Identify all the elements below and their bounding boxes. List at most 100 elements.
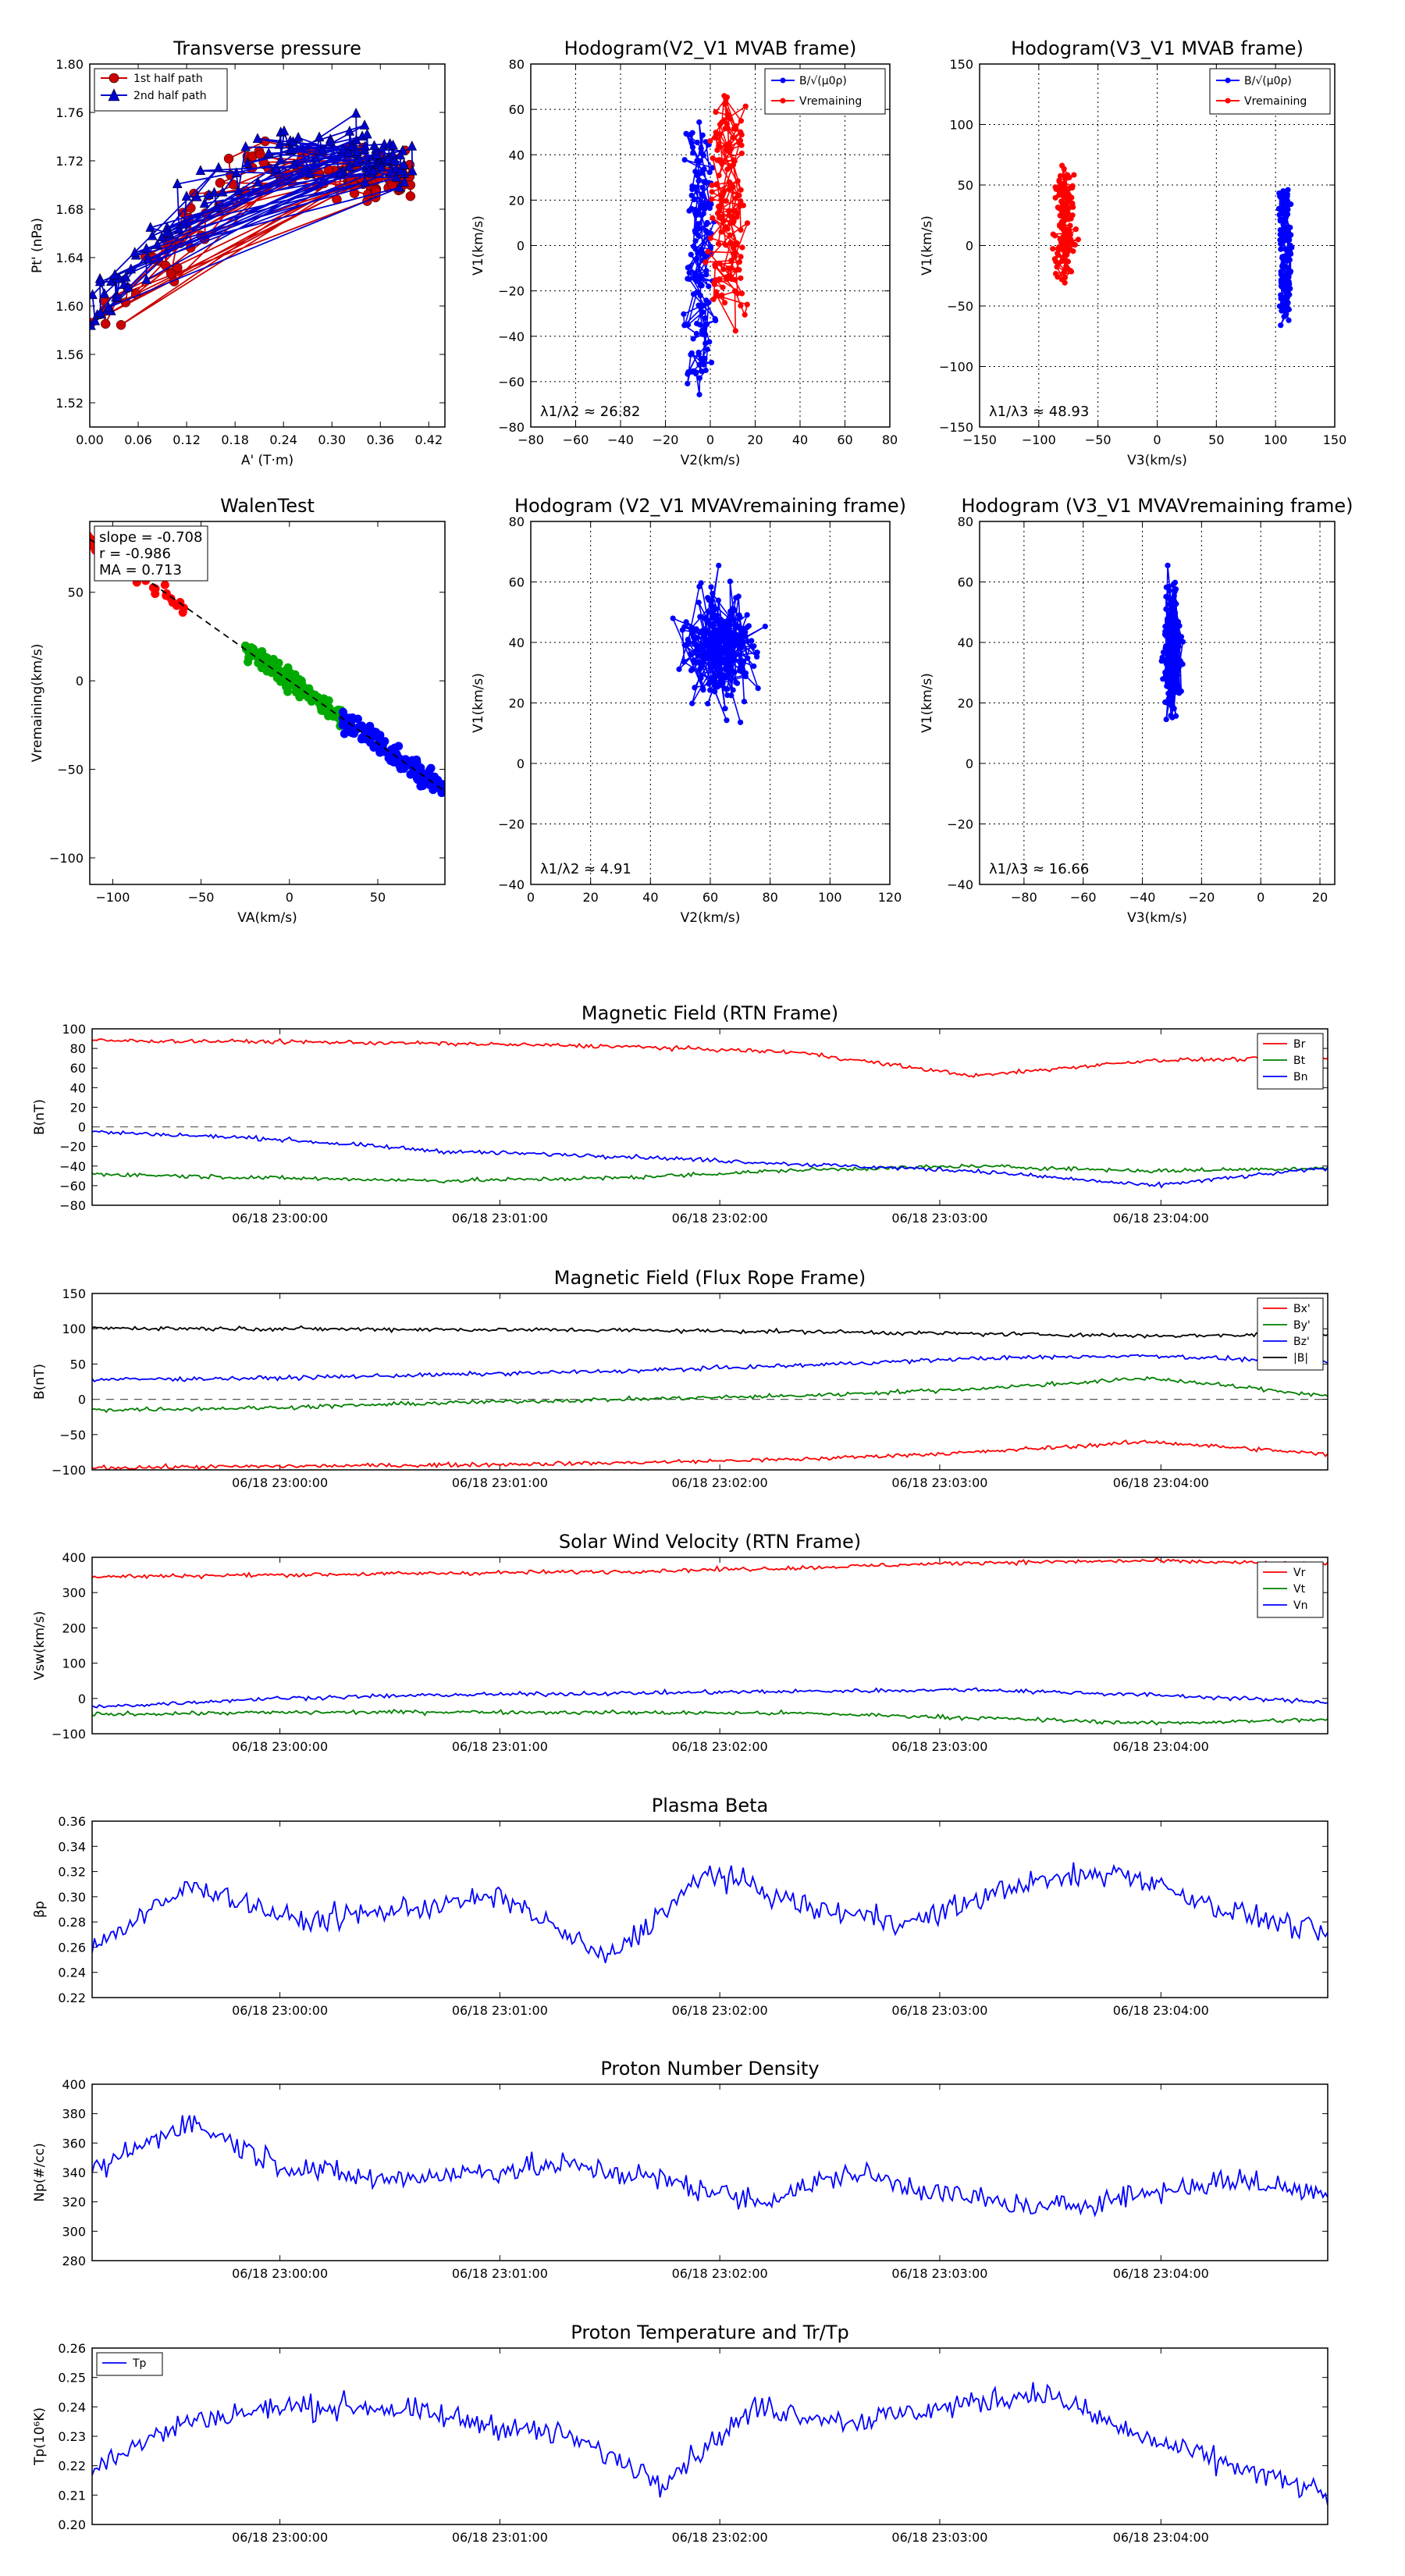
data-point [1063, 202, 1069, 209]
data-point [745, 655, 751, 661]
data-point [706, 597, 712, 603]
data-point [90, 532, 93, 539]
data-point [727, 240, 734, 246]
legend-label: Bt [1293, 1055, 1306, 1067]
data-point [735, 623, 741, 629]
chart-title: Solar Wind Velocity (RTN Frame) [559, 1531, 861, 1553]
data-point [1060, 233, 1066, 240]
x-axis-label: V3(km/s) [1127, 910, 1187, 926]
data-point [1165, 684, 1172, 690]
data-point [698, 674, 704, 681]
data-point [1052, 194, 1058, 201]
data-point [350, 107, 361, 118]
y-tick-label: 0.22 [58, 2459, 86, 2474]
data-point [736, 140, 742, 146]
data-point [145, 222, 156, 232]
data-point [1162, 623, 1168, 630]
data-point [695, 221, 701, 227]
data-point [742, 311, 748, 318]
y-axis-label: Pt' (nPa) [30, 218, 45, 273]
data-point [274, 658, 283, 667]
data-point [726, 617, 732, 624]
x-tick-label: −100 [1022, 432, 1056, 447]
series-line-B [92, 1325, 1328, 1339]
data-point [724, 717, 730, 724]
x-tick-label: 06/18 23:02:00 [672, 1475, 768, 1490]
data-point [702, 315, 709, 322]
data-point [1174, 657, 1180, 664]
data-point [335, 167, 346, 178]
data-point [718, 196, 724, 203]
data-point [713, 181, 720, 187]
data-point [740, 202, 746, 208]
x-axis-label: V2(km/s) [681, 910, 741, 926]
x-tick-label: 06/18 23:04:00 [1113, 1211, 1209, 1226]
data-point [727, 652, 733, 658]
legend: Tp [96, 2352, 163, 2376]
data-point [710, 215, 716, 221]
data-point [1282, 246, 1289, 252]
data-point [730, 687, 736, 693]
data-point [709, 608, 715, 614]
data-point [1165, 562, 1171, 568]
data-point [742, 632, 749, 639]
legend-label: B/√(μ0ρ) [799, 75, 847, 87]
data-point [1286, 306, 1292, 313]
data-point [692, 685, 698, 691]
y-tick-label: 60 [509, 102, 525, 117]
data-point [103, 301, 114, 312]
x-tick-label: 06/18 23:00:00 [232, 2003, 328, 2018]
data-point [690, 291, 697, 297]
data-point [741, 699, 748, 705]
y-tick-label: 0.25 [58, 2371, 86, 2386]
data-point [691, 197, 697, 203]
plot-area [92, 2115, 1328, 2218]
data-point [688, 350, 695, 356]
data-point [1278, 279, 1285, 286]
x-tick-label: 06/18 23:00:00 [232, 1739, 328, 1754]
data-point [388, 139, 398, 150]
data-point [710, 624, 717, 631]
y-tick-label: −100 [939, 360, 973, 375]
data-point [1279, 283, 1285, 290]
data-point [1166, 656, 1172, 662]
data-point [368, 165, 379, 176]
x-tick-label: 100 [818, 890, 842, 905]
data-point [1278, 269, 1284, 275]
data-point [704, 617, 710, 624]
y-tick-label: −50 [947, 299, 973, 314]
data-point [375, 748, 385, 757]
data-point [1168, 628, 1174, 634]
plot-frame [91, 1557, 1329, 1735]
data-point [727, 163, 733, 169]
data-point [724, 94, 731, 101]
x-tick-label: 06/18 23:01:00 [452, 2530, 548, 2545]
data-point [310, 152, 321, 163]
legend-label: Bz' [1293, 1336, 1310, 1348]
data-point [732, 631, 738, 637]
data-point [1285, 276, 1291, 283]
plot-frame [979, 63, 1336, 428]
y-axis-label: Vremaining(km/s) [30, 644, 45, 763]
data-point [700, 361, 707, 368]
data-point [738, 302, 744, 309]
x-tick-label: 0 [527, 890, 535, 905]
data-point [727, 665, 733, 671]
data-point [702, 367, 709, 374]
data-point [688, 192, 695, 198]
data-point [141, 243, 151, 253]
data-point [1163, 716, 1169, 723]
x-tick-label: 06/18 23:01:00 [452, 1739, 548, 1754]
y-tick-label: 60 [70, 1061, 86, 1076]
data-point [713, 618, 720, 624]
data-point [689, 144, 696, 151]
y-tick-label: 340 [62, 2165, 86, 2180]
data-point [696, 583, 702, 589]
y-tick-label: 1.80 [55, 57, 84, 72]
data-point [688, 667, 695, 673]
y-tick-label: 0 [966, 239, 973, 254]
data-point [721, 300, 728, 306]
data-point [1165, 648, 1172, 655]
x-tick-label: 06/18 23:00:00 [232, 2266, 328, 2281]
data-point [720, 676, 726, 683]
